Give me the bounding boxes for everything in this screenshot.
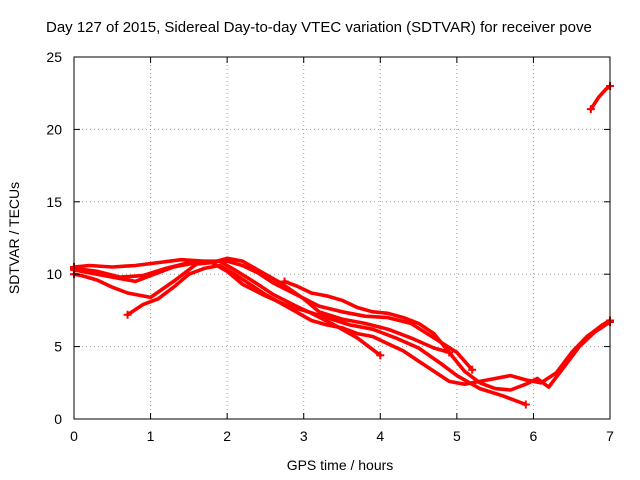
chart-title: Day 127 of 2015, Sidereal Day-to-day VTE… bbox=[46, 19, 592, 36]
series-track-6 bbox=[282, 279, 612, 392]
x-tick-label: 4 bbox=[376, 428, 384, 444]
x-tick-label: 1 bbox=[147, 428, 155, 444]
series-point-marker bbox=[280, 277, 289, 286]
y-tick-label: 10 bbox=[46, 266, 62, 282]
series-track-2 bbox=[72, 259, 383, 358]
series-point-marker bbox=[376, 351, 385, 360]
x-tick-label: 7 bbox=[606, 428, 614, 444]
y-tick-label: 15 bbox=[46, 194, 62, 210]
series-track-3 bbox=[72, 257, 475, 372]
series-track-7 bbox=[589, 84, 612, 111]
series-point-marker bbox=[586, 105, 595, 114]
x-tick-label: 0 bbox=[70, 428, 78, 444]
data-series bbox=[70, 81, 614, 409]
series-point-marker bbox=[521, 400, 530, 409]
x-tick-label: 6 bbox=[530, 428, 538, 444]
x-tick-label: 2 bbox=[223, 428, 231, 444]
x-tick-label: 5 bbox=[453, 428, 461, 444]
series-track-5 bbox=[125, 263, 612, 387]
x-tick-label: 3 bbox=[300, 428, 308, 444]
y-tick-label: 5 bbox=[54, 339, 62, 355]
series-track-4 bbox=[72, 256, 452, 355]
axis-ticks: 0 1 2 3 4 5 6 7 0 5 10 15 20 25 bbox=[46, 49, 614, 444]
plot-frame bbox=[73, 56, 611, 420]
y-tick-label: 25 bbox=[46, 49, 62, 65]
y-tick-label: 0 bbox=[54, 411, 62, 427]
series-point-marker bbox=[123, 310, 132, 319]
series-point-marker bbox=[468, 365, 477, 374]
x-axis-label: GPS time / hours bbox=[287, 457, 394, 473]
y-axis-label: SDTVAR / TECUs bbox=[6, 182, 22, 294]
y-tick-label: 20 bbox=[46, 121, 62, 137]
grid-lines bbox=[74, 57, 610, 419]
